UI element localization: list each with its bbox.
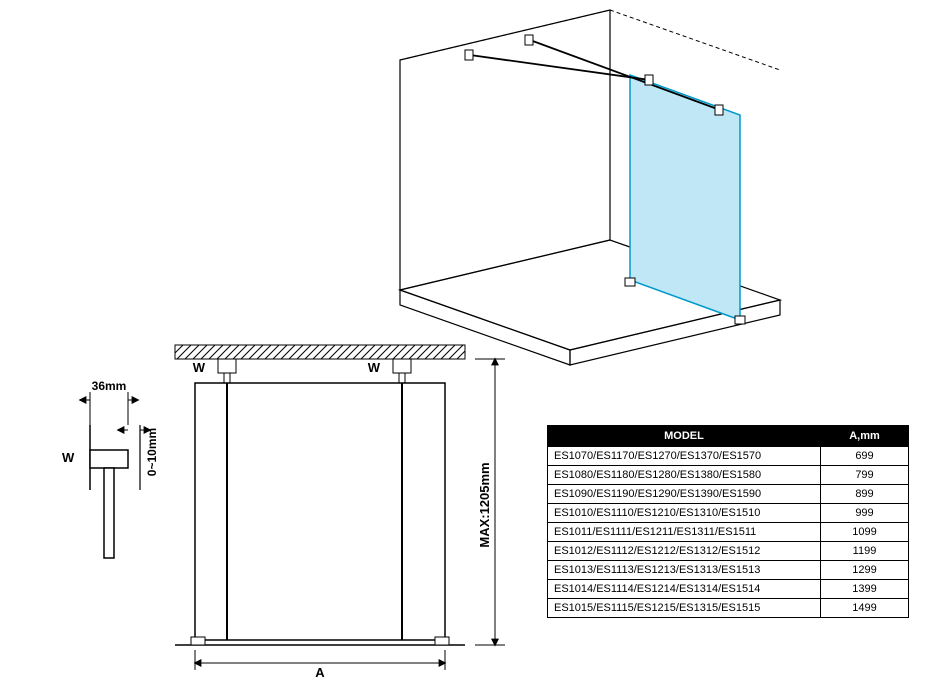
cell-amm: 1199 — [821, 542, 909, 561]
cell-model: ES1011/ES1111/ES1211/ES1311/ES1511 — [548, 523, 821, 542]
cell-model: ES1014/ES1114/ES1214/ES1314/ES1514 — [548, 580, 821, 599]
table-row: ES1090/ES1190/ES1290/ES1390/ES1590899 — [548, 485, 909, 504]
cell-amm: 699 — [821, 447, 909, 466]
col-amm: A,mm — [821, 426, 909, 447]
front-elevation: W W MAX:1205mm A — [175, 345, 505, 680]
w-label-right: W — [368, 360, 381, 375]
svg-text:0~10mm: 0~10mm — [145, 428, 159, 476]
cell-model: ES1013/ES1113/ES1213/ES1313/ES1513 — [548, 561, 821, 580]
dim-height: MAX:1205mm — [475, 359, 505, 645]
cell-amm: 1299 — [821, 561, 909, 580]
cell-model: ES1090/ES1190/ES1290/ES1390/ES1590 — [548, 485, 821, 504]
w-label-detail: W — [62, 450, 75, 465]
dim-36mm: 36mm — [80, 379, 138, 425]
table-row: ES1070/ES1170/ES1270/ES1370/ES1570699 — [548, 447, 909, 466]
cell-amm: 1099 — [821, 523, 909, 542]
svg-text:A: A — [315, 665, 325, 680]
table-row: ES1015/ES1115/ES1215/ES1315/ES15151499 — [548, 599, 909, 618]
ceiling-bracket-right — [393, 359, 411, 383]
table-row: ES1012/ES1112/ES1212/ES1312/ES15121199 — [548, 542, 909, 561]
iso-view — [400, 10, 780, 365]
w-label-left: W — [193, 360, 206, 375]
cell-model: ES1070/ES1170/ES1270/ES1370/ES1570 — [548, 447, 821, 466]
cell-amm: 799 — [821, 466, 909, 485]
cell-model: ES1080/ES1180/ES1280/ES1380/ES1580 — [548, 466, 821, 485]
cell-amm: 1499 — [821, 599, 909, 618]
table-row: ES1011/ES1111/ES1211/ES1311/ES15111099 — [548, 523, 909, 542]
ceiling-bracket-left — [218, 359, 236, 383]
table-row: ES1013/ES1113/ES1213/ES1313/ES15131299 — [548, 561, 909, 580]
table-row: ES1010/ES1110/ES1210/ES1310/ES1510999 — [548, 504, 909, 523]
cell-model: ES1015/ES1115/ES1215/ES1315/ES1515 — [548, 599, 821, 618]
col-model: MODEL — [548, 426, 821, 447]
dim-width: A — [195, 650, 445, 680]
glass-panel-front — [195, 383, 445, 640]
cell-amm: 999 — [821, 504, 909, 523]
bracket-detail: 36mm W 0~10mm — [62, 379, 159, 558]
svg-text:36mm: 36mm — [92, 379, 127, 393]
cell-amm: 899 — [821, 485, 909, 504]
cell-model: ES1012/ES1112/ES1212/ES1312/ES1512 — [548, 542, 821, 561]
cell-amm: 1399 — [821, 580, 909, 599]
table-row: ES1014/ES1114/ES1214/ES1314/ES15141399 — [548, 580, 909, 599]
table-row: ES1080/ES1180/ES1280/ES1380/ES1580799 — [548, 466, 909, 485]
model-table: MODEL A,mm ES1070/ES1170/ES1270/ES1370/E… — [547, 425, 909, 618]
svg-text:MAX:1205mm: MAX:1205mm — [477, 462, 492, 547]
cell-model: ES1010/ES1110/ES1210/ES1310/ES1510 — [548, 504, 821, 523]
